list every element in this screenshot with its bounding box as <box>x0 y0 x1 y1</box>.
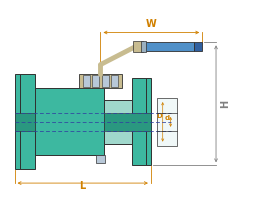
Bar <box>96 155 105 163</box>
Bar <box>79 74 122 88</box>
Bar <box>146 78 151 165</box>
Text: D: D <box>156 113 162 119</box>
Bar <box>105 113 151 131</box>
Bar <box>132 78 146 165</box>
Text: W: W <box>146 19 157 29</box>
Bar <box>14 113 35 131</box>
Bar <box>194 42 202 51</box>
Bar <box>14 74 19 169</box>
Text: H: H <box>220 100 230 108</box>
Bar <box>133 41 143 52</box>
Bar <box>141 41 146 52</box>
Bar <box>19 74 35 169</box>
Bar <box>157 98 177 146</box>
Bar <box>111 75 118 87</box>
Bar <box>143 42 194 51</box>
Text: d: d <box>165 115 170 121</box>
Bar <box>37 90 103 153</box>
Bar <box>83 75 90 87</box>
Bar <box>91 75 98 87</box>
Bar <box>35 88 105 155</box>
Bar <box>105 100 132 144</box>
Bar <box>103 75 109 87</box>
Text: L: L <box>80 181 86 191</box>
